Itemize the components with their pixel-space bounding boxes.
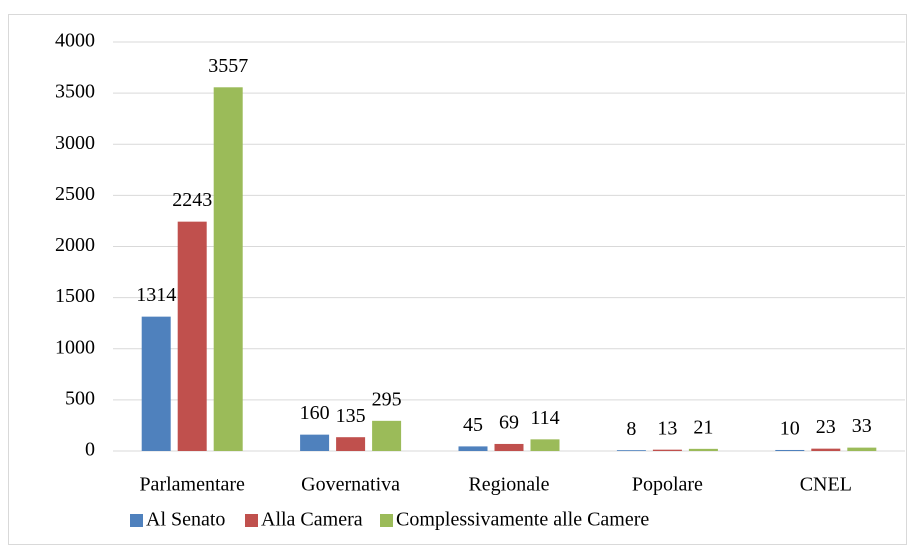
chart-frame — [8, 14, 907, 545]
bar — [177, 221, 207, 451]
data-label: 2243 — [172, 189, 212, 211]
y-tick-label: 500 — [65, 387, 95, 409]
data-label: 10 — [780, 418, 800, 440]
data-label: 135 — [336, 405, 366, 427]
bar — [213, 87, 243, 451]
bar — [530, 439, 560, 451]
y-tick-label: 1000 — [55, 336, 95, 358]
bar — [652, 449, 682, 451]
bar — [458, 446, 488, 451]
data-label: 45 — [463, 414, 483, 436]
bar — [847, 447, 877, 451]
y-tick-label: 2500 — [55, 183, 95, 205]
x-tick-label: Parlamentare — [139, 474, 245, 496]
data-label: 114 — [530, 407, 559, 429]
y-tick-label: 2000 — [55, 234, 95, 256]
bar — [300, 434, 330, 451]
y-tick-label: 0 — [85, 439, 95, 461]
data-label: 33 — [852, 415, 872, 437]
legend-label: Al Senato — [146, 509, 225, 531]
y-tick-label: 1500 — [55, 285, 95, 307]
data-label: 23 — [816, 416, 836, 438]
bar — [775, 449, 805, 451]
data-label: 295 — [372, 388, 402, 410]
x-tick-label: Popolare — [632, 474, 703, 496]
bar — [141, 316, 171, 451]
x-tick-label: CNEL — [800, 474, 852, 496]
data-label: 21 — [693, 416, 713, 438]
legend-swatch — [380, 514, 393, 527]
data-label: 1314 — [136, 284, 176, 306]
y-tick-label: 3500 — [55, 81, 95, 103]
bar — [372, 420, 402, 451]
data-label: 3557 — [208, 55, 248, 77]
x-tick-label: Regionale — [468, 474, 549, 496]
bar — [616, 450, 646, 451]
bar — [336, 437, 366, 451]
data-label: 69 — [499, 412, 519, 434]
bar — [811, 448, 841, 451]
x-tick-label: Governativa — [301, 474, 400, 496]
data-label: 13 — [657, 417, 677, 439]
data-label: 8 — [626, 418, 636, 440]
legend-label: Alla Camera — [261, 509, 363, 531]
legend-label: Complessivamente alle Camere — [396, 509, 649, 531]
bar — [494, 443, 524, 451]
y-tick-label: 3000 — [55, 132, 95, 154]
bar — [688, 448, 718, 451]
legend-swatch — [245, 514, 258, 527]
data-label: 160 — [300, 402, 330, 424]
y-tick-label: 4000 — [55, 30, 95, 52]
legend-swatch — [130, 514, 143, 527]
